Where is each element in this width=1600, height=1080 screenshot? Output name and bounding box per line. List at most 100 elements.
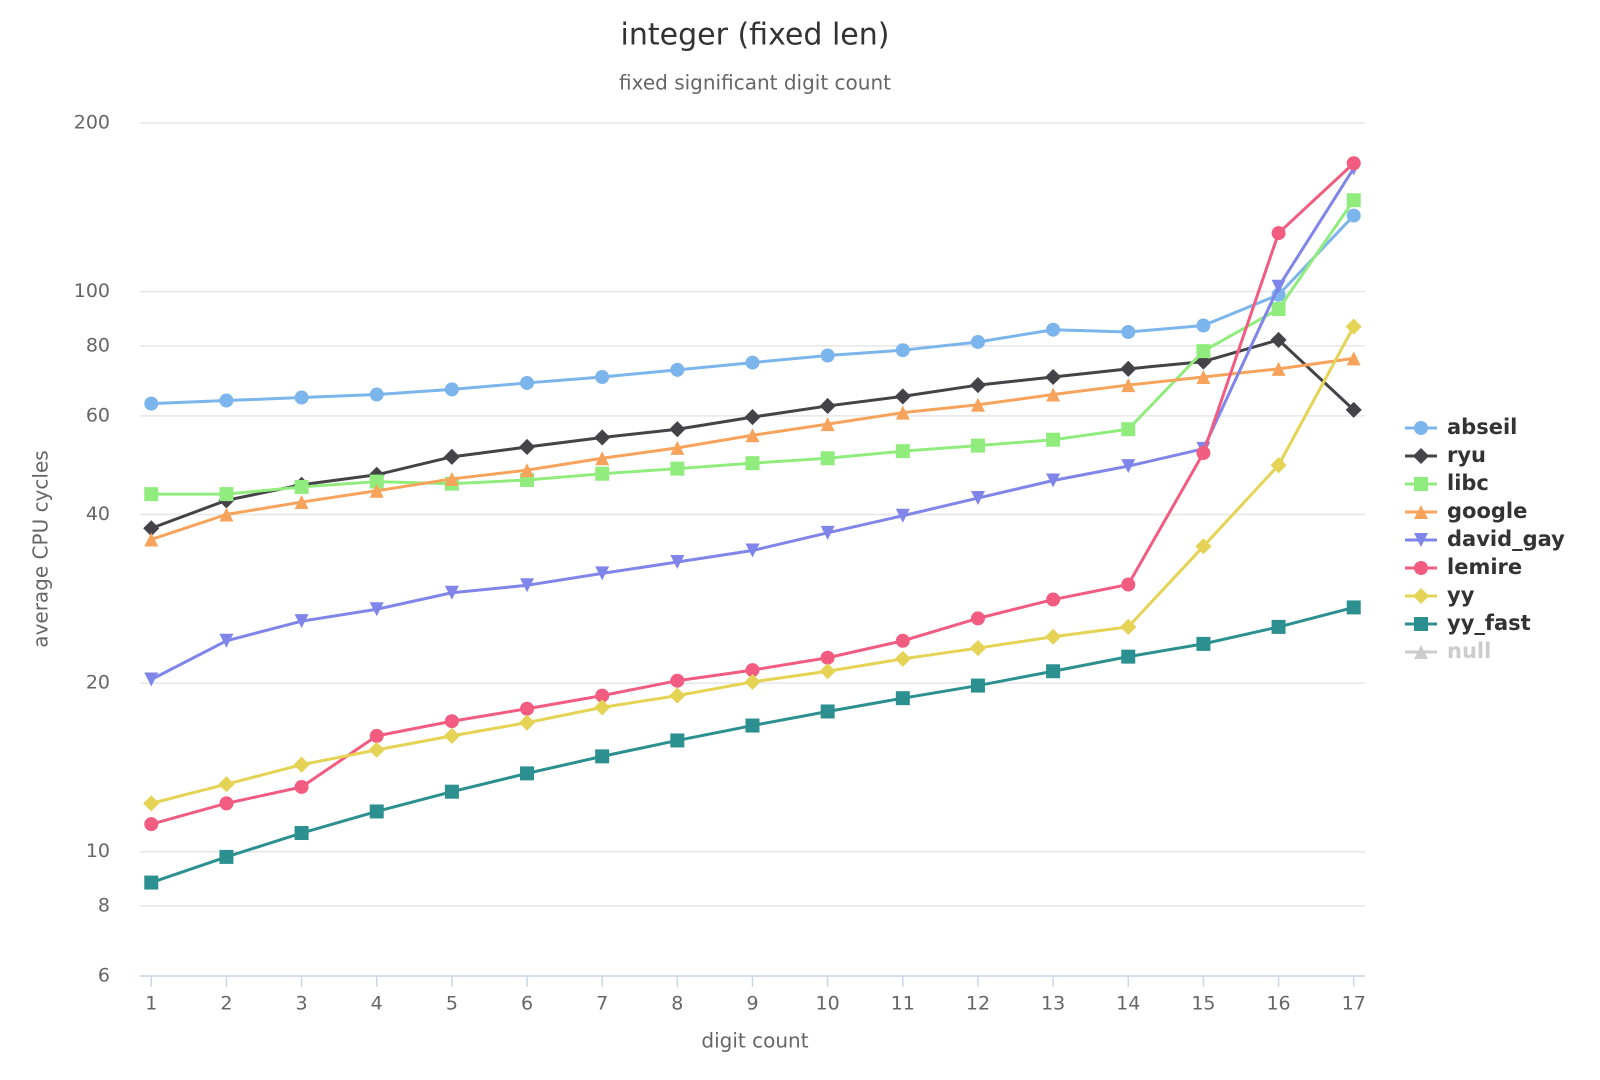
data-point <box>444 714 459 729</box>
data-point <box>444 471 459 486</box>
data-point <box>595 566 610 581</box>
data-point <box>1120 360 1137 377</box>
data-point <box>745 456 760 471</box>
data-point <box>969 377 987 394</box>
data-point <box>1046 432 1061 447</box>
data-point <box>895 444 910 459</box>
data-point <box>894 388 911 405</box>
data-point <box>144 532 159 547</box>
data-point <box>819 397 836 414</box>
data-point <box>520 701 535 716</box>
legend-symbol <box>1414 561 1428 575</box>
chart-subtitle: fixed significant digit count <box>619 71 891 95</box>
legend-label: lemire <box>1447 555 1522 579</box>
data-point <box>443 727 460 744</box>
data-point <box>820 451 835 466</box>
data-point <box>970 678 985 693</box>
data-point <box>745 718 760 733</box>
data-point <box>970 334 985 349</box>
legend-item[interactable]: google <box>1405 499 1527 523</box>
data-point <box>745 663 760 678</box>
data-point <box>820 704 835 719</box>
data-point <box>293 756 310 773</box>
data-point <box>1046 322 1061 337</box>
data-point <box>970 611 985 626</box>
y-tick-label: 6 <box>98 965 110 987</box>
data-point <box>1196 369 1211 384</box>
y-tick-label: 10 <box>86 840 110 862</box>
data-point <box>1196 446 1211 461</box>
legend-label: david_gay <box>1447 527 1565 551</box>
legend-item[interactable]: null <box>1405 639 1491 663</box>
series <box>143 318 1362 812</box>
legend-item[interactable]: david_gay <box>1405 527 1565 551</box>
legend-item[interactable]: libc <box>1405 471 1489 495</box>
data-point <box>594 429 611 446</box>
data-point <box>294 826 309 841</box>
data-point <box>1121 378 1136 393</box>
data-point <box>144 875 159 890</box>
data-point <box>1271 302 1286 317</box>
legend-symbol <box>1414 645 1428 659</box>
data-point <box>895 508 910 523</box>
data-point <box>219 393 234 408</box>
data-point <box>595 369 610 384</box>
legend-label: abseil <box>1447 415 1517 439</box>
data-point <box>670 733 685 748</box>
x-tick-label: 3 <box>296 993 308 1015</box>
data-point <box>1046 473 1061 488</box>
data-point <box>670 440 685 455</box>
legend-item[interactable]: yy <box>1405 583 1475 607</box>
data-point <box>520 766 535 781</box>
data-point <box>520 375 535 390</box>
x-tick-label: 4 <box>371 993 383 1015</box>
data-point <box>369 387 384 402</box>
data-point <box>369 728 384 743</box>
data-point <box>144 817 159 832</box>
data-point <box>1196 344 1211 359</box>
data-point <box>820 525 835 540</box>
x-tick-label: 7 <box>596 993 608 1015</box>
legend-item[interactable]: abseil <box>1405 415 1517 439</box>
data-point <box>595 749 610 764</box>
data-point <box>970 397 985 412</box>
legend-item[interactable]: lemire <box>1405 555 1522 579</box>
data-point <box>1195 538 1212 555</box>
data-point <box>218 776 235 793</box>
data-point <box>294 479 309 494</box>
data-point <box>143 520 160 537</box>
data-point <box>820 650 835 665</box>
data-point <box>595 451 610 466</box>
x-tick-label: 6 <box>521 993 533 1015</box>
data-point <box>219 796 234 811</box>
data-point <box>369 483 384 498</box>
legend-item[interactable]: yy_fast <box>1405 611 1531 635</box>
data-point <box>1045 368 1062 386</box>
data-point <box>219 507 234 522</box>
chart-title: integer (fixed len) <box>621 18 890 53</box>
data-point <box>1271 226 1286 241</box>
data-point <box>294 495 309 510</box>
data-point <box>670 673 685 688</box>
series <box>144 600 1361 890</box>
x-tick-label: 9 <box>746 993 758 1015</box>
data-point <box>518 438 536 456</box>
x-tick-label: 14 <box>1116 993 1140 1015</box>
data-point <box>745 543 760 558</box>
data-point <box>1121 577 1136 592</box>
data-point <box>219 633 234 648</box>
series <box>144 351 1361 547</box>
data-point <box>1120 618 1137 635</box>
data-point <box>745 428 760 443</box>
data-point <box>1046 387 1061 402</box>
legend-item[interactable]: ryu <box>1405 443 1486 467</box>
legend-label: yy_fast <box>1447 611 1531 635</box>
legend-label: libc <box>1447 471 1489 495</box>
data-point <box>294 614 309 629</box>
data-point <box>444 784 459 799</box>
data-point <box>369 602 384 617</box>
y-tick-label: 60 <box>86 404 110 426</box>
x-tick-label: 8 <box>671 993 683 1015</box>
data-point <box>219 487 234 502</box>
